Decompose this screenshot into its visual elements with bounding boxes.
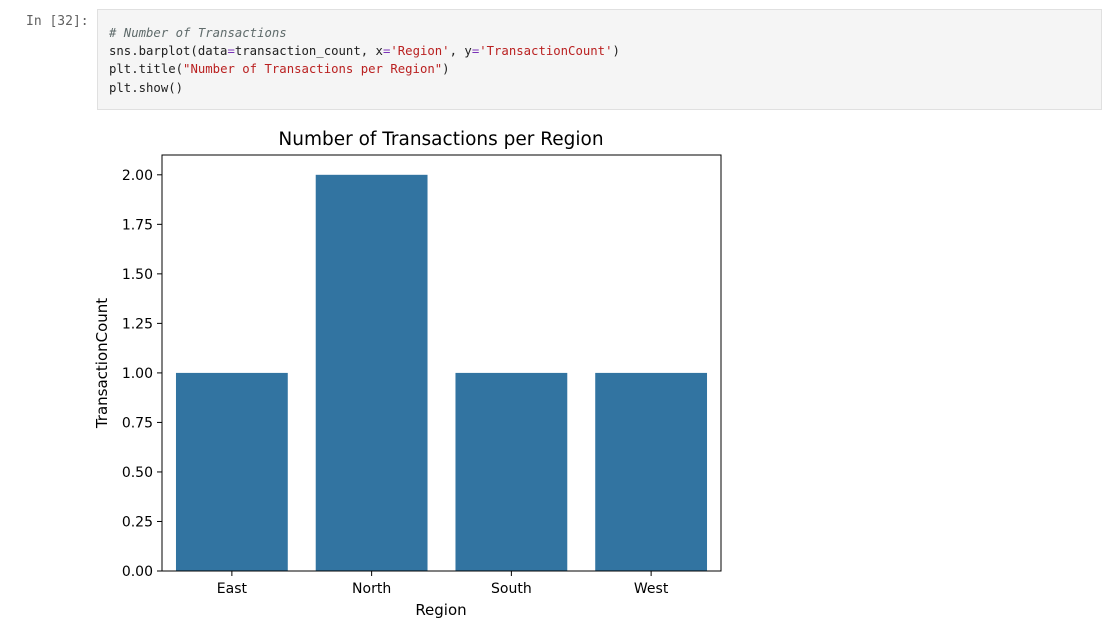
code-string: "Number of Transactions per Region"	[183, 62, 443, 77]
y-tick-label: 0.25	[122, 514, 153, 530]
y-tick-label: 0.00	[122, 564, 153, 580]
bar-chart: Number of Transactions per Region 0.000.…	[93, 129, 722, 619]
code-cell-input[interactable]: # Number of Transactions sns.barplot(dat…	[97, 9, 1102, 110]
code-token: )	[612, 44, 620, 59]
y-tick-label: 0.75	[122, 415, 153, 431]
x-tick-label: West	[634, 581, 669, 597]
y-tick-label: 0.50	[122, 465, 153, 481]
code-operator: =	[471, 44, 480, 59]
code-editor[interactable]: # Number of Transactions sns.barplot(dat…	[109, 24, 620, 97]
x-tick-label: South	[491, 581, 532, 597]
bar-west	[595, 372, 708, 571]
code-token: , y	[449, 44, 472, 59]
code-operator: =	[227, 44, 235, 59]
y-tick-label: 1.00	[122, 366, 153, 382]
bars-group	[175, 174, 708, 572]
code-token: )	[442, 62, 450, 77]
code-comment: # Number of Transactions	[109, 26, 287, 40]
x-tick-label: North	[352, 581, 391, 597]
x-axis-label: Region	[415, 601, 466, 619]
y-tick-label: 1.50	[122, 267, 153, 283]
bar-north	[315, 174, 428, 572]
code-token: sns.barplot(data	[109, 44, 228, 59]
bar-south	[455, 372, 568, 571]
y-tick-label: 2.00	[122, 168, 153, 184]
code-string: 'Region'	[390, 44, 450, 59]
bar-east	[175, 372, 288, 571]
cell-output: Number of Transactions per Region 0.00 0.…	[90, 118, 730, 628]
plot-frame	[161, 154, 722, 572]
x-tick-label: East	[217, 581, 248, 597]
y-axis-label: TransactionCount	[93, 298, 111, 429]
code-token: plt.title(	[109, 62, 184, 77]
y-tick-label: 1.75	[122, 217, 153, 233]
cell-prompt: In [32]:	[26, 14, 89, 29]
code-operator: =	[382, 44, 391, 59]
code-token: transaction_count, x	[234, 44, 383, 59]
x-axis: East North South West	[217, 571, 669, 597]
chart-title: Number of Transactions per Region	[278, 129, 603, 150]
code-token: plt.show()	[109, 80, 184, 95]
y-tick-label: 1.25	[122, 316, 153, 332]
y-axis: 0.00 0.25 0.50 0.75 1.00 1.25 1.50 1.75 2.00	[122, 168, 162, 580]
code-string: 'TransactionCount'	[479, 44, 613, 59]
